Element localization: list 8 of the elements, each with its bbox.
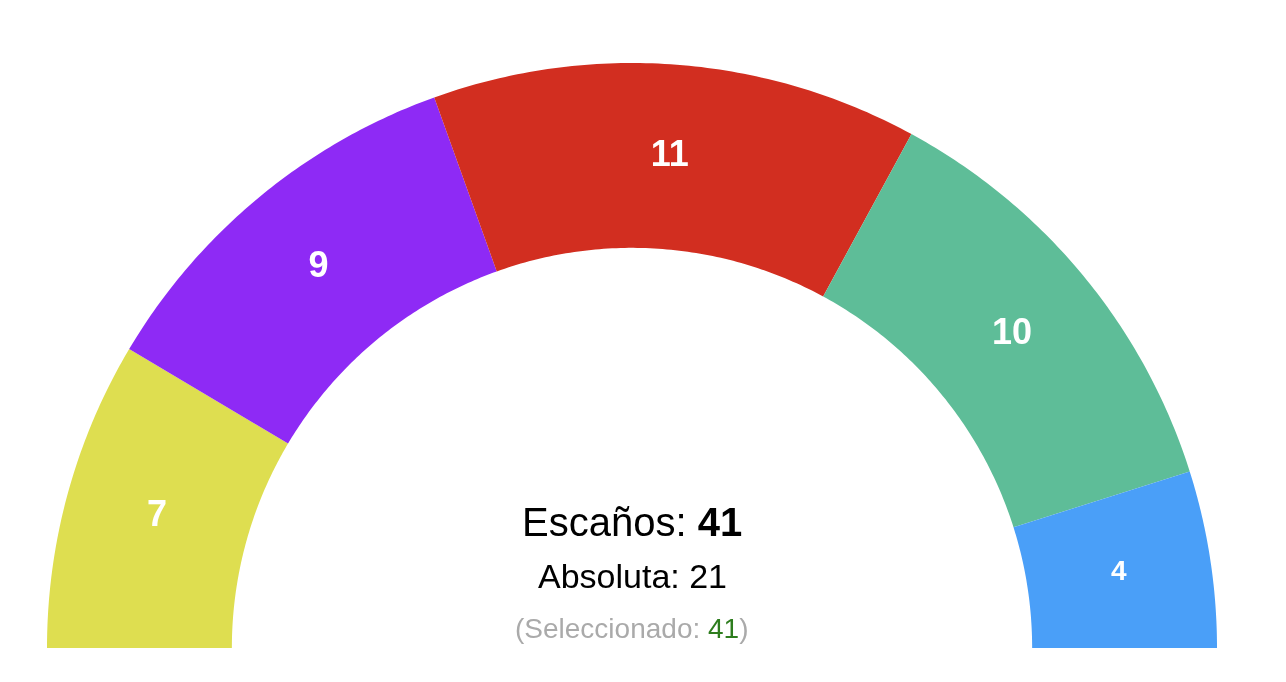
data-label: 11 [650,132,689,174]
data-label: 9 [308,243,329,285]
data-label: 7 [147,493,168,535]
data-label: 4 [1111,554,1128,586]
text: Escaños: 41 [522,500,743,544]
data-label: 10 [991,310,1033,352]
text: (Seleccionado: 41) [515,613,749,644]
text: Absoluta: 21 [538,557,728,595]
